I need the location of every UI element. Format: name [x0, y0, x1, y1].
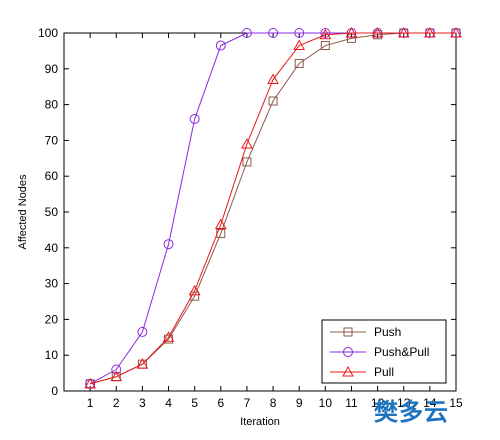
legend-marker-push-pull — [343, 347, 353, 357]
x-tick-label: 13 — [397, 396, 411, 410]
data-point-pull — [319, 28, 332, 40]
y-tick-label: 90 — [45, 62, 59, 76]
y-tick-label: 10 — [45, 348, 59, 362]
y-tick-label: 0 — [51, 384, 58, 398]
x-tick-label: 8 — [270, 396, 277, 410]
legend-marker-pull — [342, 365, 354, 377]
data-point-push-pull — [163, 239, 174, 250]
x-tick-label: 5 — [191, 396, 198, 410]
legend-label-push: Push — [374, 325, 401, 339]
y-axis-label: Affected Nodes — [17, 174, 29, 250]
data-point-push-pull — [215, 40, 226, 51]
data-point-pull — [293, 39, 306, 51]
data-point-pull — [162, 331, 175, 342]
x-tick-label: 9 — [296, 396, 303, 410]
watermark-logo: 樊多云 — [374, 398, 449, 426]
x-tick-label: 10 — [319, 396, 333, 410]
y-tick-label: 40 — [45, 241, 59, 255]
series-layer — [84, 26, 462, 389]
y-tick-label: 80 — [45, 98, 59, 112]
legend-label-pull: Pull — [374, 365, 394, 379]
data-point-pull — [424, 26, 436, 38]
series-line-pull — [90, 32, 456, 385]
data-point-push-pull — [137, 326, 148, 337]
data-point-push — [320, 41, 330, 51]
y-tick-label: 30 — [45, 277, 59, 291]
data-point-push-pull — [111, 364, 122, 375]
data-point-pull — [188, 284, 201, 296]
data-point-push — [190, 291, 200, 301]
data-point-pull — [136, 358, 149, 369]
data-point-push — [294, 58, 304, 68]
data-point-push — [346, 33, 356, 43]
x-axis-label: Iteration — [240, 416, 280, 428]
x-tick-label: 14 — [423, 396, 437, 410]
x-axis: 1 2 3 4 5 6 7 8 9 10 11 12 13 14 15 — [87, 33, 463, 410]
data-point-push-pull — [294, 28, 305, 38]
data-point-push-pull — [320, 28, 331, 38]
y-tick-label: 100 — [38, 26, 58, 40]
x-tick-label: 7 — [244, 396, 251, 410]
legend-label-push-pull: Push&Pull — [374, 345, 429, 359]
data-point-pull — [214, 218, 227, 230]
data-point-pull — [345, 26, 358, 38]
legend-marker-push — [343, 327, 353, 337]
y-tick-label: 20 — [45, 312, 59, 326]
data-point-push — [242, 157, 252, 167]
y-axis: 0 10 20 30 40 50 60 70 80 90 100 — [38, 26, 456, 398]
data-point-pull — [241, 137, 253, 149]
data-point-pull — [397, 26, 410, 38]
x-tick-label: 3 — [139, 396, 146, 410]
data-point-pull — [110, 370, 123, 382]
y-tick-label: 60 — [45, 169, 59, 183]
data-point-pull — [267, 73, 279, 85]
x-tick-label: 4 — [165, 396, 172, 410]
y-tick-label: 70 — [45, 133, 59, 147]
data-point-push-pull — [189, 113, 200, 124]
x-tick-label: 12 — [371, 396, 385, 410]
x-tick-label: 11 — [345, 396, 358, 410]
data-point-pull — [84, 377, 96, 389]
x-tick-label: 15 — [449, 396, 463, 410]
data-point-push-pull — [268, 28, 279, 38]
data-point-push-pull — [241, 28, 252, 38]
legend: Push Push&Pull Pull — [321, 319, 447, 384]
data-point-push — [268, 96, 278, 106]
data-point-pull — [371, 26, 384, 38]
x-tick-label: 1 — [87, 396, 94, 410]
x-tick-label: 6 — [217, 396, 224, 410]
y-tick-label: 50 — [45, 205, 59, 219]
data-point-pull — [450, 26, 462, 38]
x-tick-label: 2 — [113, 396, 120, 410]
